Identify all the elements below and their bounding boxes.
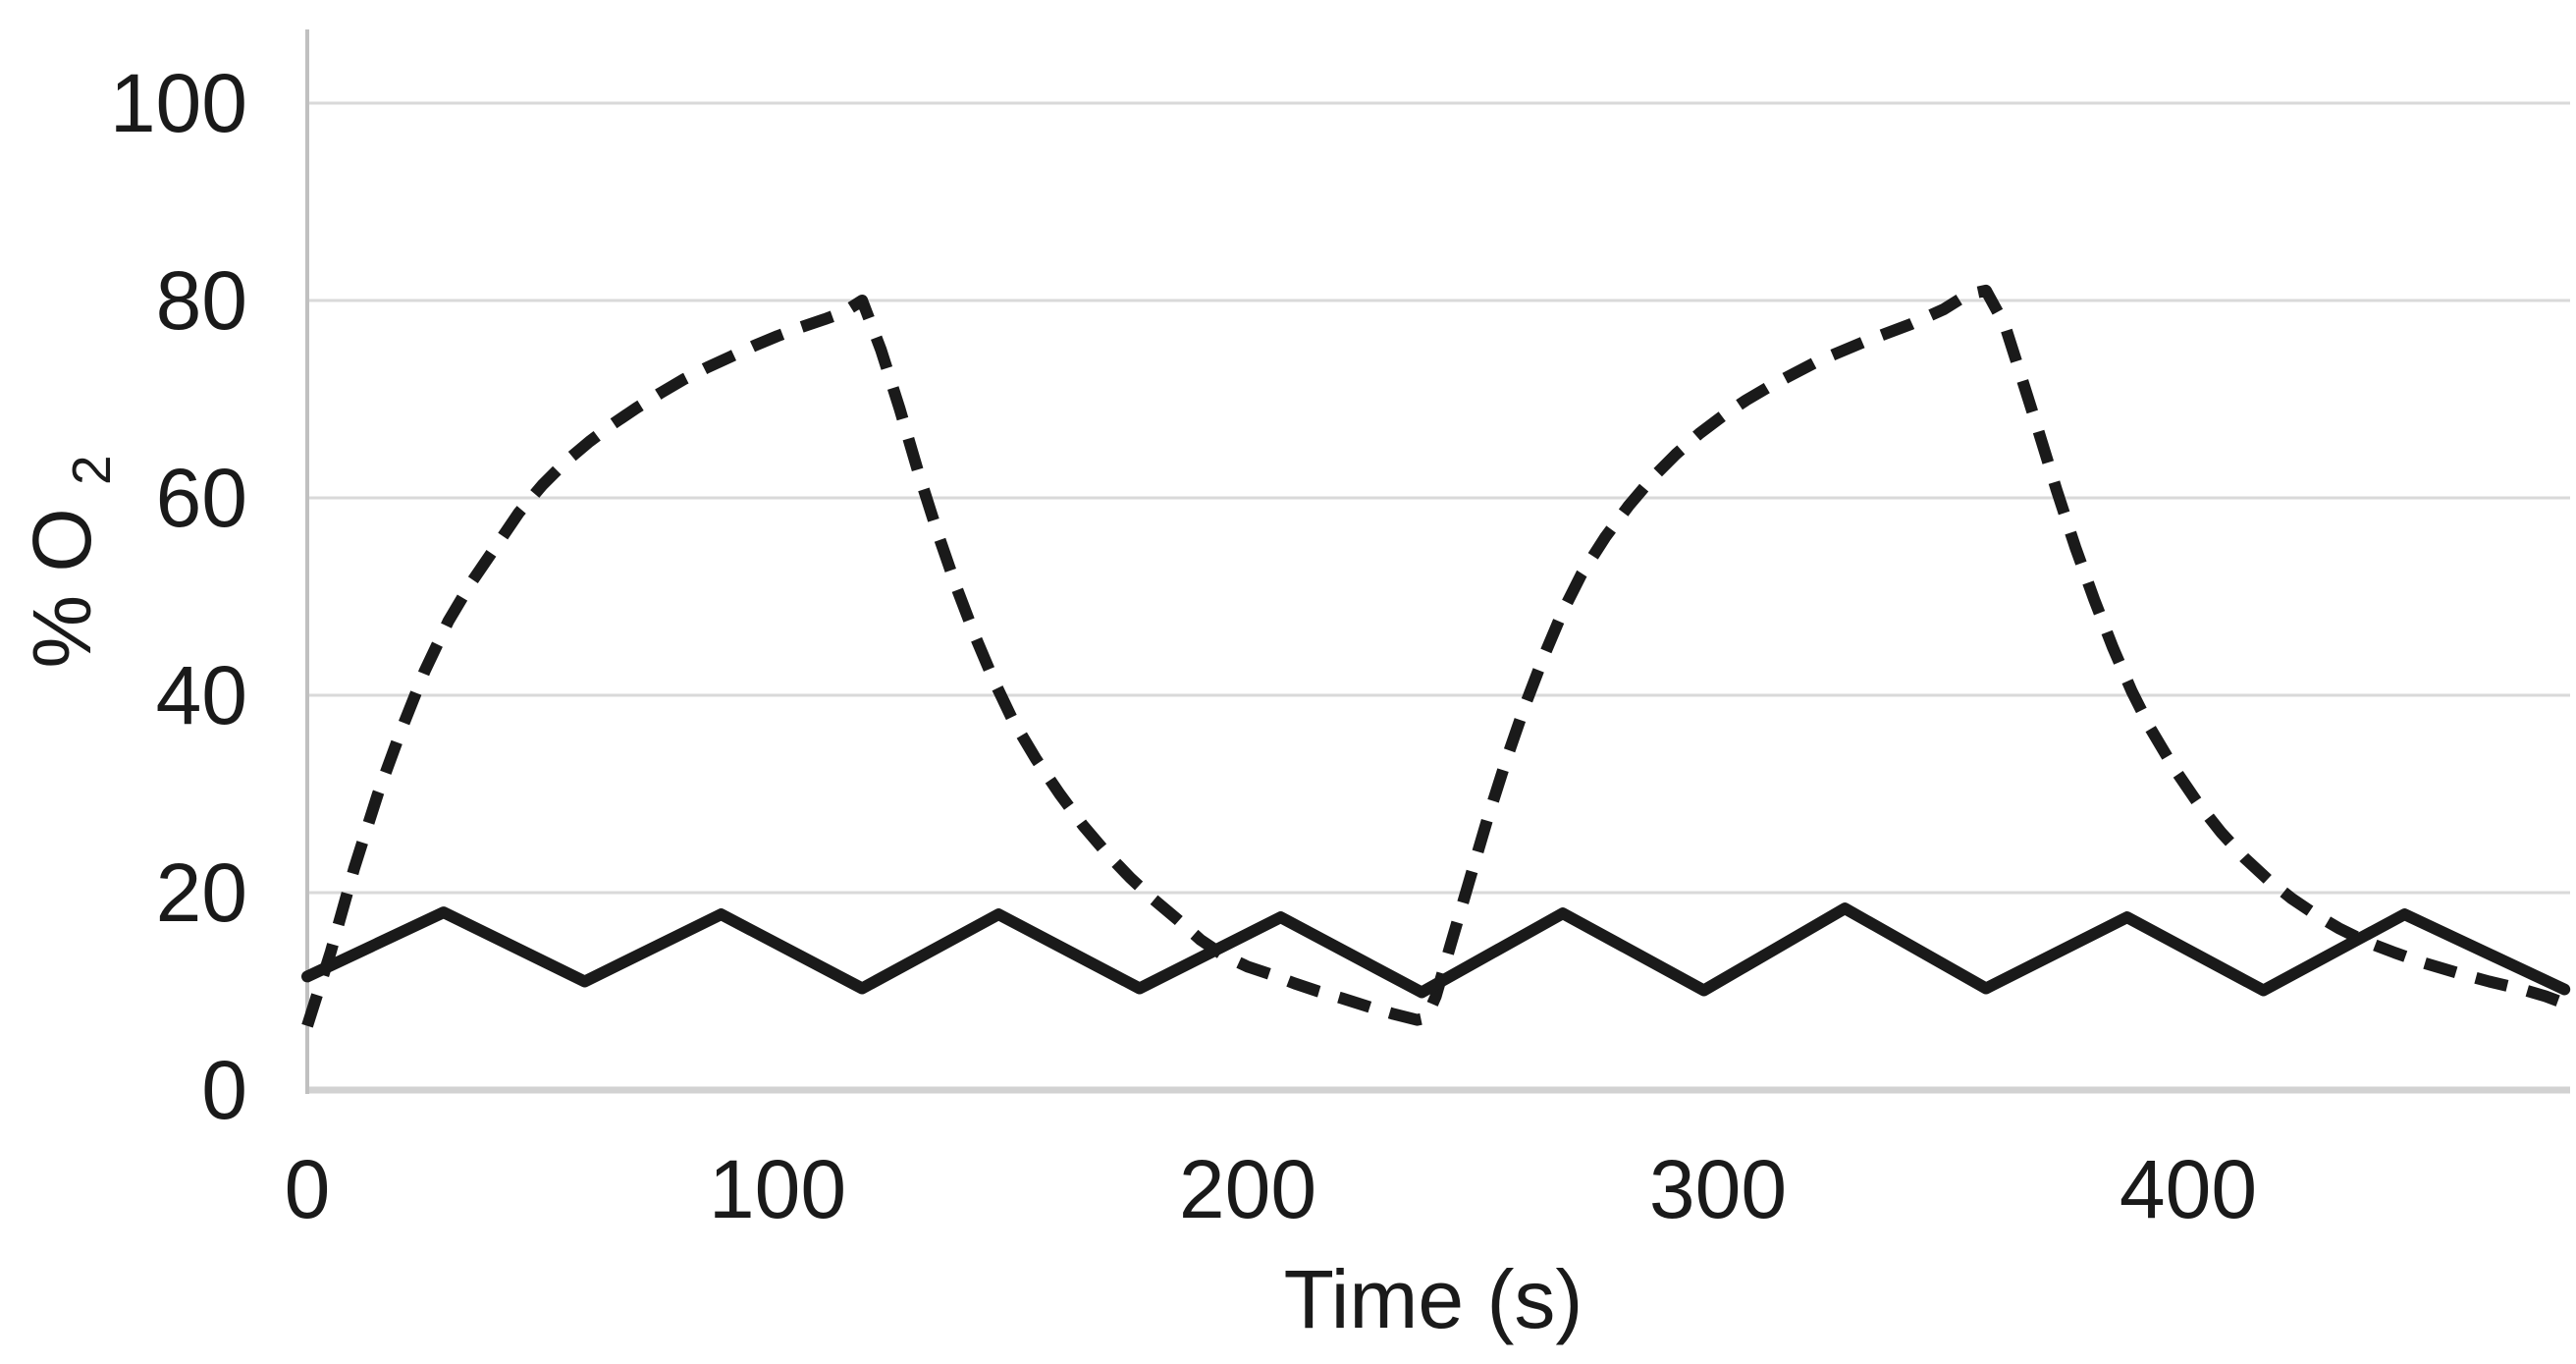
x-tick-label-400: 400 xyxy=(2120,1143,2257,1235)
y-tick-label-100: 100 xyxy=(110,57,247,149)
y-tick-label-80: 80 xyxy=(156,254,247,347)
series-group xyxy=(301,284,2571,1028)
series-path-dashed-curve xyxy=(301,284,2567,1028)
y-tick-label-60: 60 xyxy=(156,452,247,544)
y-axis-title-subscript: 2 xyxy=(61,455,122,485)
gridlines-group xyxy=(307,101,2570,895)
axis-titles-group: Time (s) % O 2 xyxy=(16,455,1583,1345)
y-tick-label-20: 20 xyxy=(156,846,247,939)
series-path-solid-curve xyxy=(301,902,2571,999)
x-tick-label-100: 100 xyxy=(709,1143,846,1235)
y-axis-title: % O 2 xyxy=(16,455,122,668)
y-tick-label-40: 40 xyxy=(156,649,247,741)
x-axis-title: Time (s) xyxy=(1284,1253,1583,1345)
axes-group xyxy=(305,29,2570,1094)
x-tick-label-300: 300 xyxy=(1649,1143,1787,1235)
y-tick-label-0: 0 xyxy=(201,1044,247,1136)
y-axis-title-main: % O xyxy=(16,508,108,668)
x-tick-label-200: 200 xyxy=(1179,1143,1316,1235)
x-tick-label-0: 0 xyxy=(285,1143,331,1235)
tick-labels-group: 0 20 40 60 80 100 0 100 200 300 400 xyxy=(110,57,2257,1235)
